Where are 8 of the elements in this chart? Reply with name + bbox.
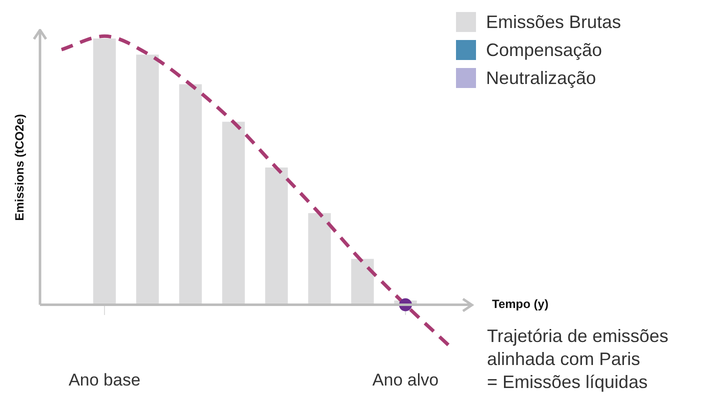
x-axis-title: Tempo (y)	[492, 297, 548, 312]
legend-label: Compensação	[486, 40, 602, 60]
text: Trajetória de emissões alinhada com Paris = Emissões líquidas	[487, 326, 668, 392]
x-tick-label: Ano alvo	[372, 370, 439, 390]
legend-label: Emissões Brutas	[486, 12, 622, 32]
y-axis-title: Emissions (tCO2e)	[12, 114, 26, 221]
legend-label: Neutralização	[486, 68, 596, 88]
x-tick-label: Ano base	[68, 370, 140, 390]
